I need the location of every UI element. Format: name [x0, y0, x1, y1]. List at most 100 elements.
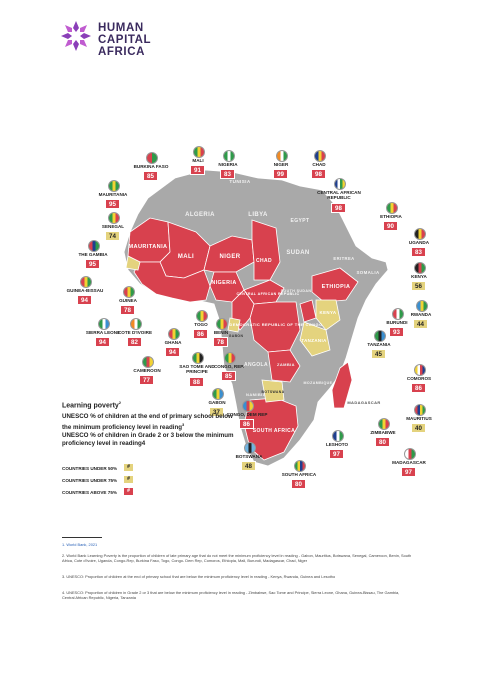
map-label-drc: DEMOCRATIC REPUBLIC OF THE CONGO	[229, 322, 322, 327]
region-senegal	[125, 255, 141, 271]
country-value-badge: 99	[273, 169, 288, 180]
map-label-libya: LIBYA	[248, 212, 268, 218]
country-flag-icon	[193, 146, 205, 158]
map-label-eritrea: ERITREA	[333, 256, 354, 261]
country-name: SOUTH AFRICA	[281, 472, 317, 477]
map-label-somalia: SOMALIA	[356, 270, 379, 275]
country-value-badge: 85	[221, 371, 236, 382]
region-tanzania	[299, 321, 331, 357]
country-value-badge: 97	[401, 467, 416, 478]
map-label-sudan: SUDAN	[286, 250, 309, 256]
country-value-badge: 78	[120, 305, 135, 316]
country-flag-icon	[414, 404, 426, 416]
country-value-badge: 93	[389, 327, 404, 338]
legend-key-swatch: #	[124, 476, 133, 483]
country-flag-icon	[98, 318, 110, 330]
map-label-chad: CHAD	[256, 258, 272, 264]
country-flag-icon	[108, 212, 120, 224]
country-name: RWANDA	[410, 312, 432, 317]
country-flag-icon	[242, 400, 254, 412]
country-value-badge: 77	[139, 375, 154, 386]
legend-key-row: COUNTRIES UNDER 75%	[62, 478, 118, 483]
country-flag-icon	[374, 330, 386, 342]
country-name: CENTRAL AFRICAN REPUBLIC	[317, 190, 361, 201]
country-value-badge: 85	[143, 171, 158, 182]
map-label-ethiopia: ETHIOPIA	[322, 284, 351, 290]
country-name: ETHIOPIA	[380, 214, 402, 219]
brand-line-3: AFRICA	[98, 46, 146, 58]
legend-key-row: COUNTRIES UNDER 50%	[62, 466, 118, 471]
map-label-car: CENTRAL AFRICAN REPUBLIC	[236, 292, 299, 296]
country-flag-icon	[212, 388, 224, 400]
country-value-badge: 78	[213, 337, 228, 348]
country-value-badge: 98	[311, 169, 326, 180]
country-value-badge: 40	[411, 423, 426, 434]
country-name: THE GAMBIA	[78, 252, 108, 257]
region-zimbabwe-zambia	[267, 349, 301, 383]
country-name: CONGO, REP.	[213, 364, 245, 369]
region-gabon	[227, 317, 241, 333]
map-label-niger: NIGER	[219, 254, 240, 260]
legend-title: Learning poverty	[62, 402, 119, 410]
map-label-south-sudan: SOUTH SUDAN	[281, 289, 312, 293]
region-botswana	[261, 379, 285, 403]
country-value-badge: 95	[85, 259, 100, 270]
country-value-badge: 80	[291, 479, 306, 490]
country-flag-icon	[244, 442, 256, 454]
region-niger	[203, 235, 255, 273]
country-value-badge: 83	[220, 169, 235, 180]
map-label-botswana: BOTSWANA	[262, 390, 285, 394]
country-name: BOTSWANA	[235, 454, 263, 459]
legend-title-sup: 2	[118, 400, 122, 405]
country-name: MALI	[192, 158, 204, 163]
country-name: MAURITIUS	[406, 416, 432, 421]
map-label-algeria: ALGERIA	[185, 212, 215, 218]
region-west-coast	[133, 261, 211, 303]
country-value-badge: 90	[383, 221, 398, 232]
country-value-badge: 91	[190, 165, 205, 176]
country-value-badge: 86	[411, 383, 426, 394]
country-flag-icon	[414, 364, 426, 376]
legend-key-row: COUNTRIES ABOVE 75%	[62, 490, 117, 495]
map-label-namibia: NAMIBIA	[246, 392, 266, 397]
country-name: KENYA	[411, 274, 427, 279]
map-label-zambia: ZAMBIA	[277, 362, 295, 367]
legend-key-swatch: #	[124, 464, 133, 471]
country-name: CONGO, DEM REP	[226, 412, 268, 417]
map-label-nigeria: NIGERIA	[211, 280, 236, 286]
country-name: CHAD	[312, 162, 326, 167]
country-flag-icon	[146, 152, 158, 164]
brand-line-2: CAPITAL	[98, 34, 152, 46]
region-kenya	[315, 299, 341, 331]
country-name: CAMEROON	[133, 368, 161, 373]
region-south-africa	[243, 397, 299, 461]
country-value-badge: 94	[77, 295, 92, 306]
country-value-badge: 44	[413, 319, 428, 330]
country-value-badge: 80	[375, 437, 390, 448]
country-name: BURUNDI	[386, 320, 408, 325]
footnote-1[interactable]: 1. World Bank, 2021	[62, 542, 98, 547]
region-madagascar	[331, 361, 353, 409]
country-name: MAURITANIA	[98, 192, 128, 197]
country-flag-icon	[196, 310, 208, 322]
country-name: NIGERIA	[218, 162, 238, 167]
country-value-badge: 37	[209, 407, 224, 418]
legend-question-2: UNESCO % of children in Grade 2 or 3 bel…	[62, 432, 234, 448]
country-flag-icon	[224, 352, 236, 364]
legend: Learning poverty2 UNESCO % of children a…	[62, 400, 242, 448]
country-value-badge: 48	[241, 461, 256, 472]
country-name: NIGER	[273, 162, 289, 167]
country-flag-icon	[108, 180, 120, 192]
country-flag-icon	[130, 318, 142, 330]
footnote-divider	[62, 537, 102, 538]
country-value-badge: 74	[105, 231, 120, 242]
country-flag-icon	[168, 328, 180, 340]
country-value-badge: 94	[95, 337, 110, 348]
region-ethiopia	[311, 267, 359, 303]
country-value-badge: 95	[105, 199, 120, 210]
country-flag-icon	[294, 460, 306, 472]
country-flag-icon	[216, 318, 228, 330]
logo-mark-icon	[61, 21, 91, 51]
map-label-mozambique: MOZAMBIQUE	[304, 381, 333, 385]
